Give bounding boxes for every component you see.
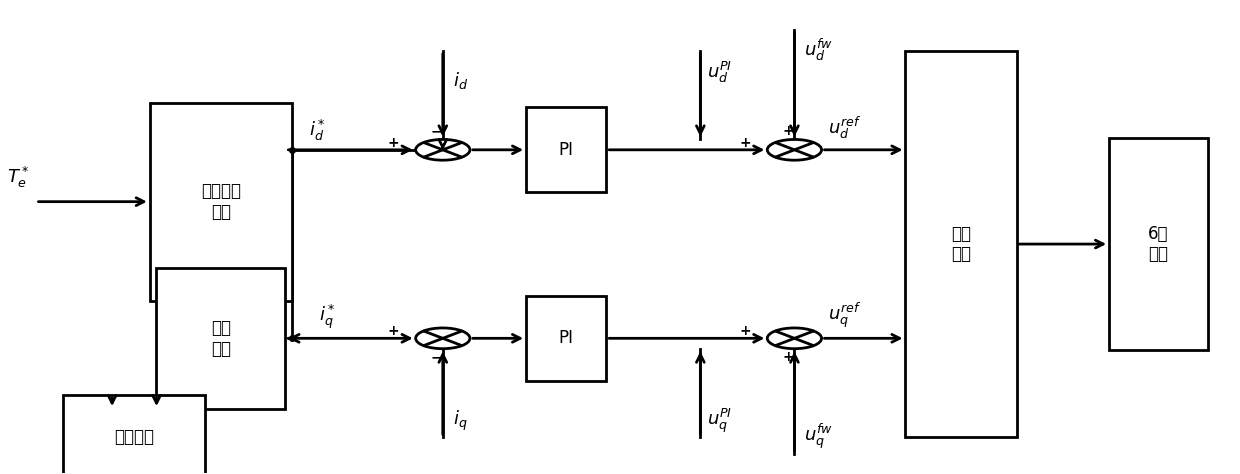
Bar bbox=[1109, 138, 1208, 350]
Text: $u_d^{ref}$: $u_d^{ref}$ bbox=[828, 115, 861, 141]
Text: 调制
模块: 调制 模块 bbox=[951, 225, 971, 264]
Text: PI: PI bbox=[559, 141, 574, 159]
Text: $u_d^{fw}$: $u_d^{fw}$ bbox=[805, 36, 833, 63]
Text: $u_q^{ref}$: $u_q^{ref}$ bbox=[828, 301, 861, 330]
Text: $i_q$: $i_q$ bbox=[453, 409, 467, 433]
Text: $i_d$: $i_d$ bbox=[453, 70, 467, 91]
Bar bbox=[156, 268, 285, 409]
Text: +: + bbox=[739, 136, 751, 150]
Circle shape bbox=[415, 328, 470, 349]
Bar bbox=[526, 108, 606, 192]
Circle shape bbox=[768, 328, 822, 349]
Text: $T_e^*$: $T_e^*$ bbox=[7, 165, 30, 190]
Text: +: + bbox=[388, 136, 399, 150]
Text: +: + bbox=[388, 324, 399, 338]
Text: PI: PI bbox=[559, 329, 574, 347]
Bar bbox=[526, 296, 606, 381]
Text: −: − bbox=[430, 124, 443, 138]
Text: $u_q^{fw}$: $u_q^{fw}$ bbox=[805, 422, 833, 451]
Bar bbox=[150, 103, 291, 301]
Text: $i_q^*$: $i_q^*$ bbox=[319, 303, 336, 331]
Text: $u_q^{PI}$: $u_q^{PI}$ bbox=[707, 407, 732, 435]
Text: +: + bbox=[782, 350, 794, 364]
Circle shape bbox=[415, 139, 470, 160]
Text: 6路
脉冲: 6路 脉冲 bbox=[1148, 225, 1168, 264]
Text: −: − bbox=[430, 350, 443, 364]
Bar bbox=[63, 395, 206, 474]
Text: +: + bbox=[739, 324, 751, 338]
Text: 转矩
公式: 转矩 公式 bbox=[211, 319, 231, 358]
Text: +: + bbox=[782, 124, 794, 138]
Bar bbox=[905, 51, 1017, 438]
Text: 电机参数: 电机参数 bbox=[114, 428, 154, 446]
Text: $i_d^*$: $i_d^*$ bbox=[310, 118, 326, 143]
Text: $u_d^{PI}$: $u_d^{PI}$ bbox=[707, 60, 732, 85]
Circle shape bbox=[768, 139, 822, 160]
Text: 电机特性
曲线: 电机特性 曲线 bbox=[201, 182, 241, 221]
